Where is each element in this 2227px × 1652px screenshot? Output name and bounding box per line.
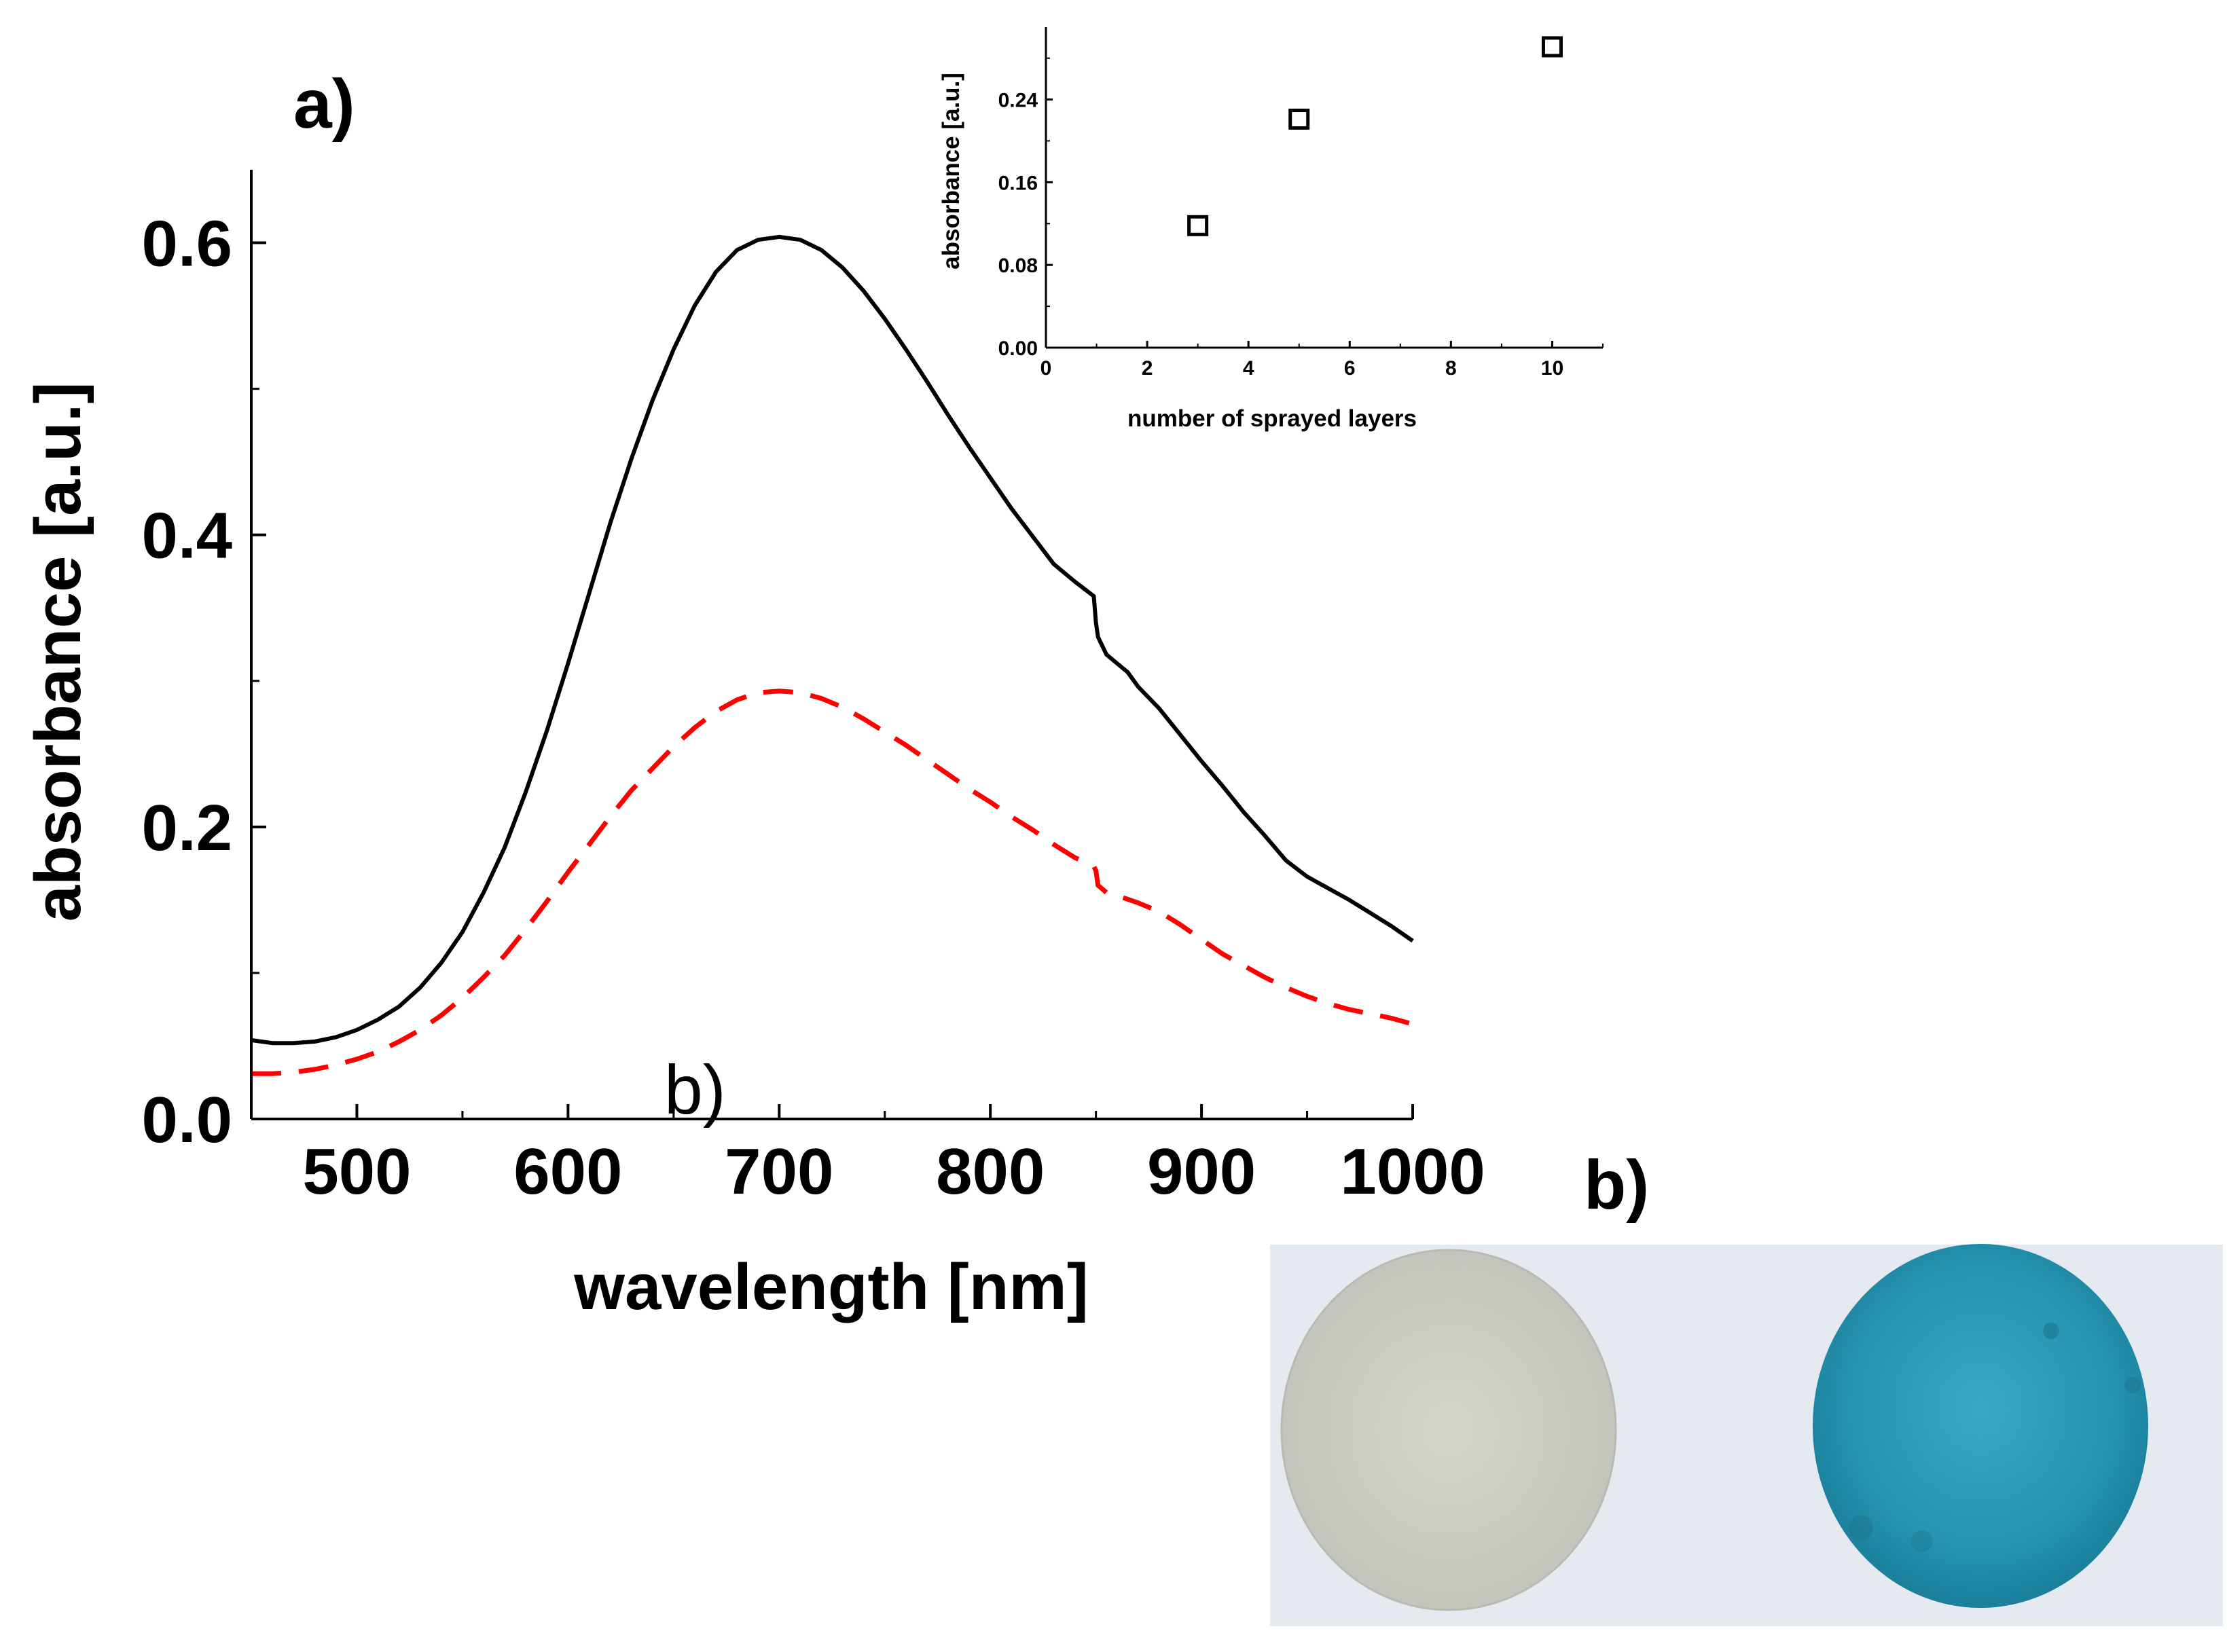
inset-y-tick-label: 0.08 (998, 255, 1038, 277)
inset-data-point (1541, 36, 1563, 58)
main-ticks: 500 600 700 800 900 1000 0.0 0.2 0.4 0.6 (142, 208, 1485, 1208)
inset-ticks: 0 2 4 6 8 10 0.00 0.08 0.16 0.24 (998, 57, 1604, 380)
inset-data-point (1187, 215, 1209, 236)
inset-y-tick-label: 0.00 (998, 337, 1038, 360)
blue-disc-spot (1911, 1530, 1933, 1552)
inset-y-axis-title: absorbance [a.u.] (938, 73, 964, 270)
main-series-group (251, 234, 1414, 1076)
main-x-tick-label: 500 (302, 1135, 411, 1208)
main-x-tick-label: 800 (936, 1135, 1045, 1208)
main-y-tick-label: 0.2 (142, 792, 232, 864)
inset-x-axis-title: number of sprayed layers (1127, 405, 1417, 432)
right-coated-blue-disc (1813, 1244, 2148, 1608)
main-axes (250, 170, 1413, 1120)
inset-layers-chart: 0 2 4 6 8 10 0.00 0.08 0.16 0.24 number of spraye… (938, 27, 1604, 432)
inset-y-tick-label: 0.16 (998, 172, 1038, 194)
inset-x-tick-label: 10 (1541, 357, 1563, 380)
panel-a-label: a) (293, 65, 355, 143)
main-y-tick-label: 0.6 (142, 208, 232, 280)
main-x-tick-label: 1000 (1340, 1135, 1485, 1208)
inset-axes (1045, 27, 1603, 349)
main-x-axis-title: wavelength [nm] (573, 1251, 1088, 1323)
panel-b-label-overlap: b) (664, 1051, 726, 1128)
panel-b-label: b) (1584, 1146, 1649, 1224)
inset-x-tick-label: 2 (1142, 357, 1153, 380)
inset-points-group (1187, 36, 1563, 236)
inset-x-tick-label: 6 (1344, 357, 1356, 380)
main-absorbance-chart: 500 600 700 800 900 1000 0.0 0.2 0.4 0.6 waveleng… (22, 170, 1485, 1323)
blue-disc-spot (1849, 1516, 1873, 1540)
inset-data-point (1288, 109, 1310, 130)
main-y-tick-label: 0.4 (142, 500, 232, 572)
main-y-axis-title: absorbance [a.u.] (22, 382, 94, 922)
inset-y-tick-label: 0.24 (998, 90, 1038, 112)
blue-disc-spot (2124, 1377, 2141, 1393)
main-series-dashed-line (251, 689, 1413, 1076)
main-x-tick-label: 600 (513, 1135, 622, 1208)
inset-x-tick-label: 4 (1243, 357, 1254, 380)
main-y-tick-label: 0.0 (142, 1084, 232, 1156)
left-uncoated-disc (1280, 1249, 1617, 1611)
inset-x-tick-label: 0 (1040, 357, 1052, 380)
photo-panel (1270, 1244, 2223, 1626)
main-series-solid-line (251, 234, 1414, 1046)
blue-disc-spot (2043, 1323, 2059, 1339)
main-x-tick-label: 900 (1147, 1135, 1256, 1208)
inset-x-tick-label: 8 (1445, 357, 1457, 380)
main-x-tick-label: 700 (725, 1135, 833, 1208)
